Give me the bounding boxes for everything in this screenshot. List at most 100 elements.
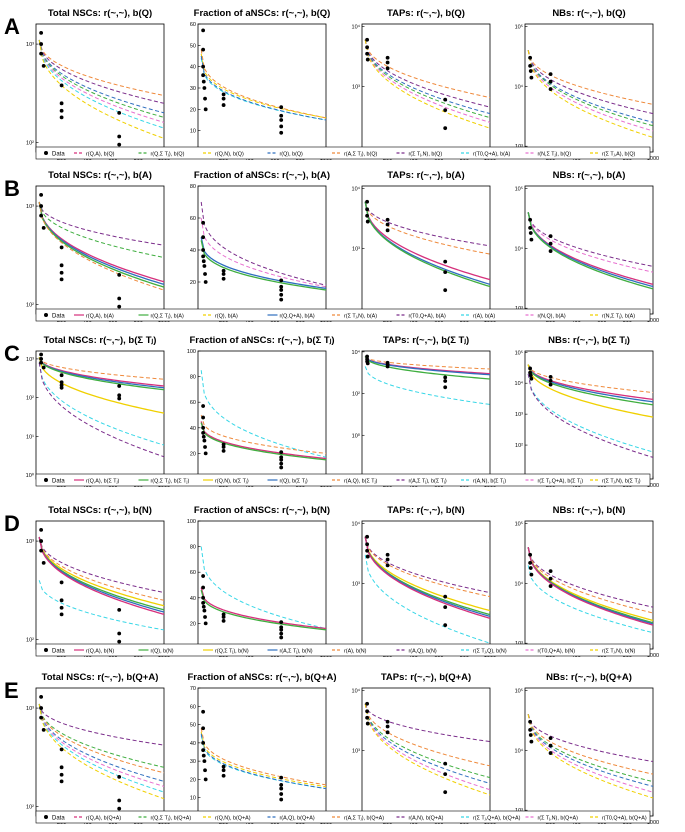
legend-label: r(Σ Tⱼ,N), b(Q): [409, 152, 443, 158]
fit-curve-yellow: [200, 53, 327, 119]
legend-label: r(Σ Tⱼ,N), b(Q+A): [538, 816, 579, 822]
data-point: [528, 69, 533, 73]
data-point: [59, 108, 64, 113]
data-point: [39, 51, 44, 56]
data-point: [548, 736, 553, 741]
data-point: [385, 60, 390, 65]
data-point: [203, 768, 207, 773]
data-point: [39, 357, 44, 361]
data-point: [548, 241, 553, 246]
data-point: [201, 434, 206, 439]
legend-label: r(Σ Tⱼ,N), b(Σ Tⱼ): [602, 479, 641, 485]
data-point: [117, 110, 122, 115]
data-point: [548, 569, 553, 574]
panel-title: NBs: r(~,~), b(N): [553, 505, 626, 516]
data-point: [365, 554, 370, 559]
y-tick-label: 10¹: [26, 434, 34, 440]
data-point: [39, 42, 44, 46]
data-point: [117, 142, 122, 147]
data-point: [365, 354, 370, 359]
panel-title: Total NSCs: r(~,~), b(A): [48, 170, 152, 181]
y-tick-label: 100: [187, 349, 196, 355]
data-point: [528, 727, 533, 732]
fit-curve-purple: [38, 536, 165, 594]
fit-curve-yellow: [38, 536, 165, 607]
fit-curve-green: [38, 201, 165, 259]
y-tick-label: 10⁰: [352, 432, 361, 439]
fit-curve-orange: [364, 536, 491, 598]
data-point: [548, 751, 553, 755]
data-point: [201, 259, 206, 264]
y-tick-label: 10³: [26, 706, 34, 712]
y-tick-label: 10: [190, 796, 196, 802]
data-point: [117, 304, 122, 309]
plot-frame: [197, 687, 327, 817]
data-point: [443, 790, 448, 795]
y-tick-label: 10⁴: [352, 23, 361, 30]
data-point: [202, 438, 207, 443]
x-tick-label: 1000: [647, 318, 659, 324]
fit-curve-green: [38, 357, 165, 391]
data-point: [117, 134, 122, 139]
x-tick-label: 1000: [647, 483, 659, 489]
data-point: [201, 47, 206, 52]
x-tick-label: 1000: [647, 156, 659, 162]
legend-label: r(Σ Tⱼ,Q), b(N): [473, 649, 507, 655]
data-point: [203, 615, 207, 619]
plot-frame: [35, 687, 165, 817]
data-point: [443, 623, 448, 628]
legend-marker: [44, 648, 48, 652]
data-point: [221, 618, 226, 623]
fit-curve-magenta: [38, 201, 165, 283]
data-point: [385, 557, 390, 562]
data-point: [201, 73, 206, 78]
data-point: [201, 79, 206, 84]
plot-frame: [197, 185, 327, 315]
y-tick-label: 10⁴: [515, 83, 524, 90]
y-tick-label: 70: [190, 686, 196, 692]
data-point: [529, 237, 534, 242]
data-point: [548, 79, 553, 84]
panel-b-3: TAPs: r(~,~), b(A)200400600800100010⁴10³: [352, 170, 497, 324]
data-point: [221, 615, 226, 619]
data-point: [365, 721, 370, 726]
legend-marker: [44, 815, 48, 819]
y-tick-label: 50: [190, 723, 196, 729]
legend-label: Data: [52, 649, 65, 655]
y-tick-label: 10: [190, 129, 196, 135]
data-point: [279, 118, 284, 122]
data-point: [201, 415, 206, 420]
fit-curve-cyan: [38, 703, 165, 793]
data-point: [202, 86, 207, 90]
plot-frame: [35, 23, 165, 153]
legend-b: Data r(Q,A), b(A) r(Q,Σ Tⱼ), b(A) r(Q), b(A…: [35, 308, 651, 322]
fit-curve-orange: [200, 49, 327, 119]
y-tick-label: 10⁵: [515, 520, 523, 527]
data-point: [203, 777, 208, 782]
legend-label: r(Q,A), b(Q+A): [86, 816, 121, 822]
fit-curve-yellow: [527, 364, 654, 418]
data-point: [443, 605, 448, 610]
legend-label: r(N,Σ Tⱼ), b(A): [602, 314, 635, 320]
fit-curve-pink: [38, 39, 165, 123]
fit-curve-purple: [527, 373, 654, 458]
fit-curve-pink: [364, 703, 491, 791]
data-point: [117, 272, 122, 277]
data-point: [385, 563, 390, 568]
data-point: [39, 706, 44, 710]
legend-label: r(Q,A), b(Σ Tⱼ): [86, 479, 120, 485]
data-point: [59, 383, 64, 388]
fit-curve-orange: [38, 201, 165, 291]
data-point: [39, 30, 44, 35]
fit-curve-purple: [200, 201, 327, 286]
fit-curve-yellow: [527, 547, 654, 622]
legend-c: Data r(Q,A), b(Σ Tⱼ) r(Q,Σ Tⱼ), b(Σ Tⱼ) r(Q…: [35, 473, 651, 487]
fit-curve-blue: [200, 237, 327, 290]
data-point: [443, 772, 448, 777]
y-tick-label: 20: [190, 621, 196, 627]
data-point: [365, 51, 370, 56]
data-point: [385, 217, 390, 222]
data-point: [365, 219, 370, 224]
data-point: [365, 715, 370, 720]
